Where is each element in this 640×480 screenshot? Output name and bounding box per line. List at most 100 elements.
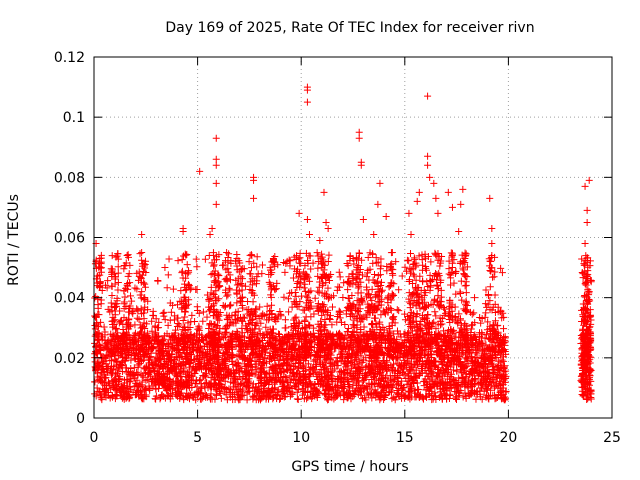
data-point — [263, 330, 271, 338]
data-point — [347, 364, 355, 372]
data-point — [148, 317, 156, 325]
data-point — [338, 353, 346, 361]
data-point — [404, 393, 412, 401]
data-point — [381, 362, 389, 370]
data-point — [100, 323, 108, 331]
data-point — [328, 321, 336, 329]
data-point — [379, 371, 387, 379]
data-point — [169, 285, 177, 293]
data-point — [100, 344, 108, 352]
data-point — [108, 292, 116, 300]
data-point — [141, 384, 149, 392]
data-point — [294, 396, 302, 404]
data-point — [156, 395, 164, 403]
data-point — [292, 382, 300, 390]
data-point — [415, 370, 423, 378]
data-point — [501, 393, 509, 401]
data-point — [115, 361, 123, 369]
data-point — [184, 319, 192, 327]
data-point — [462, 394, 470, 402]
data-point — [323, 394, 331, 402]
data-point — [372, 356, 380, 364]
data-point — [447, 380, 455, 388]
data-point — [133, 376, 141, 384]
data-point — [176, 389, 184, 397]
data-point — [440, 311, 448, 319]
data-point — [494, 371, 502, 379]
data-point — [436, 388, 444, 396]
data-point — [498, 269, 506, 277]
data-point — [328, 303, 336, 311]
data-point — [310, 324, 318, 332]
data-point — [142, 376, 150, 384]
data-point — [482, 309, 490, 317]
data-point — [422, 361, 430, 369]
data-point — [173, 314, 181, 322]
data-point — [462, 373, 470, 381]
data-point — [333, 318, 341, 326]
data-point — [459, 393, 467, 401]
data-point — [285, 308, 293, 316]
data-point — [281, 268, 289, 276]
data-point — [163, 284, 171, 292]
data-point — [256, 303, 264, 311]
data-point — [248, 369, 256, 377]
data-point — [397, 333, 405, 341]
data-point — [109, 383, 117, 391]
data-point — [167, 363, 175, 371]
data-point — [388, 382, 396, 390]
data-point — [463, 263, 471, 271]
data-point — [104, 277, 112, 285]
data-point — [465, 347, 473, 355]
data-point — [359, 333, 367, 341]
data-point — [261, 354, 269, 362]
data-point — [371, 270, 379, 278]
data-point — [442, 364, 450, 372]
data-point — [280, 340, 288, 348]
data-point — [93, 359, 101, 367]
data-point — [393, 306, 401, 314]
data-point — [388, 388, 396, 396]
data-point — [148, 327, 156, 335]
data-point — [335, 268, 343, 276]
data-point — [401, 316, 409, 324]
data-point — [415, 392, 423, 400]
data-point — [179, 317, 187, 325]
data-point — [425, 357, 433, 365]
data-point — [430, 318, 438, 326]
data-point — [423, 379, 431, 387]
data-point — [166, 299, 174, 307]
data-point — [386, 327, 394, 335]
data-point — [457, 324, 465, 332]
data-point — [463, 381, 471, 389]
data-point — [199, 317, 207, 325]
data-point — [365, 379, 373, 387]
data-point — [477, 319, 485, 327]
data-point — [257, 312, 265, 320]
data-point — [303, 256, 311, 264]
data-point — [478, 314, 486, 322]
data-point — [251, 370, 259, 378]
data-point — [157, 340, 165, 348]
data-point — [288, 303, 296, 311]
data-point — [342, 363, 350, 371]
data-point — [279, 377, 287, 385]
data-point — [461, 363, 469, 371]
data-point — [285, 256, 293, 264]
data-point — [152, 362, 160, 370]
data-point — [457, 277, 465, 285]
data-point — [221, 303, 229, 311]
data-point — [114, 263, 122, 271]
data-point — [337, 349, 345, 357]
data-point — [197, 380, 205, 388]
data-point — [296, 371, 304, 379]
data-point — [217, 394, 225, 402]
data-point — [453, 384, 461, 392]
data-point — [349, 393, 357, 401]
data-point — [352, 355, 360, 363]
data-point — [332, 357, 340, 365]
data-point — [300, 395, 308, 403]
data-point — [469, 341, 477, 349]
data-point — [203, 291, 211, 299]
